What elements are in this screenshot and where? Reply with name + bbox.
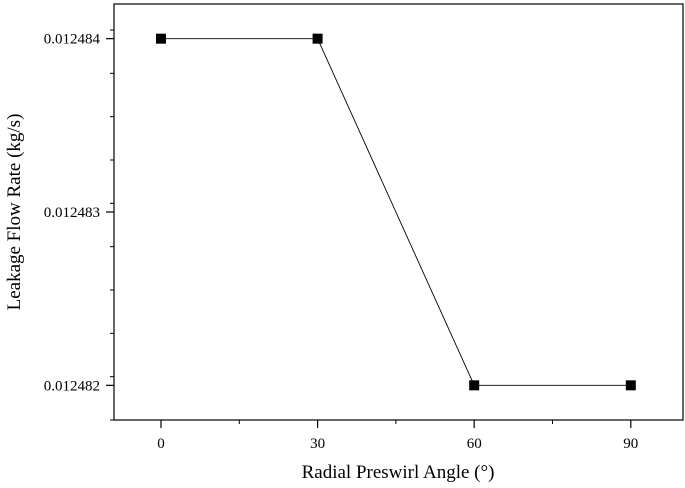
- plot-frame: [113, 3, 684, 421]
- x-axis-label: Radial Preswirl Angle (°): [302, 462, 495, 483]
- data-point: [155, 33, 166, 44]
- series-line: [160, 38, 631, 386]
- data-point: [469, 380, 480, 391]
- series-layer: [155, 33, 636, 391]
- data-point: [625, 380, 636, 391]
- y-tick-label: 0.012483: [44, 205, 100, 221]
- y-axis-ticks: 0.012482 0.012483 0.012484: [44, 29, 114, 421]
- data-point: [312, 33, 323, 44]
- y-tick-label: 0.012484: [44, 32, 101, 48]
- x-tick-label: 30: [310, 436, 325, 452]
- x-tick-label: 60: [467, 436, 482, 452]
- x-tick-label: 90: [623, 436, 638, 452]
- x-tick-label: 0: [157, 436, 165, 452]
- x-axis-ticks: 0 30 60 90: [157, 420, 638, 452]
- y-axis-label: Leakage Flow Rate (kg/s): [4, 114, 25, 311]
- y-tick-label: 0.012482: [44, 378, 100, 394]
